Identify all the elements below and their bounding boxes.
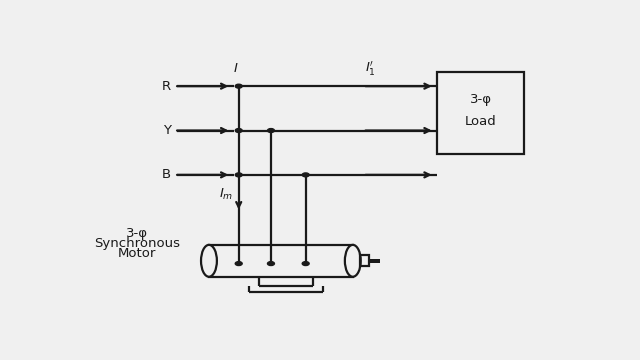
Circle shape (302, 173, 309, 177)
Text: $I_m$: $I_m$ (219, 187, 234, 202)
Circle shape (268, 129, 275, 132)
Bar (360, 255, 369, 266)
Circle shape (236, 84, 242, 88)
Text: Synchronous: Synchronous (94, 237, 180, 250)
Bar (437, 72, 524, 154)
Circle shape (236, 262, 242, 266)
Text: 3-φ: 3-φ (126, 226, 148, 240)
Circle shape (302, 262, 309, 266)
Text: $I$: $I$ (234, 62, 239, 75)
Text: R: R (162, 80, 172, 93)
Ellipse shape (345, 245, 361, 277)
Text: $I_1'$: $I_1'$ (365, 59, 376, 77)
Text: Motor: Motor (118, 247, 156, 260)
Circle shape (236, 129, 242, 132)
Text: Y: Y (163, 124, 171, 137)
Text: Load: Load (465, 115, 497, 128)
Text: 3-φ: 3-φ (470, 93, 492, 106)
Ellipse shape (201, 245, 217, 277)
Bar (209, 245, 353, 277)
Circle shape (236, 173, 242, 177)
Circle shape (268, 262, 275, 266)
Text: B: B (162, 168, 172, 181)
